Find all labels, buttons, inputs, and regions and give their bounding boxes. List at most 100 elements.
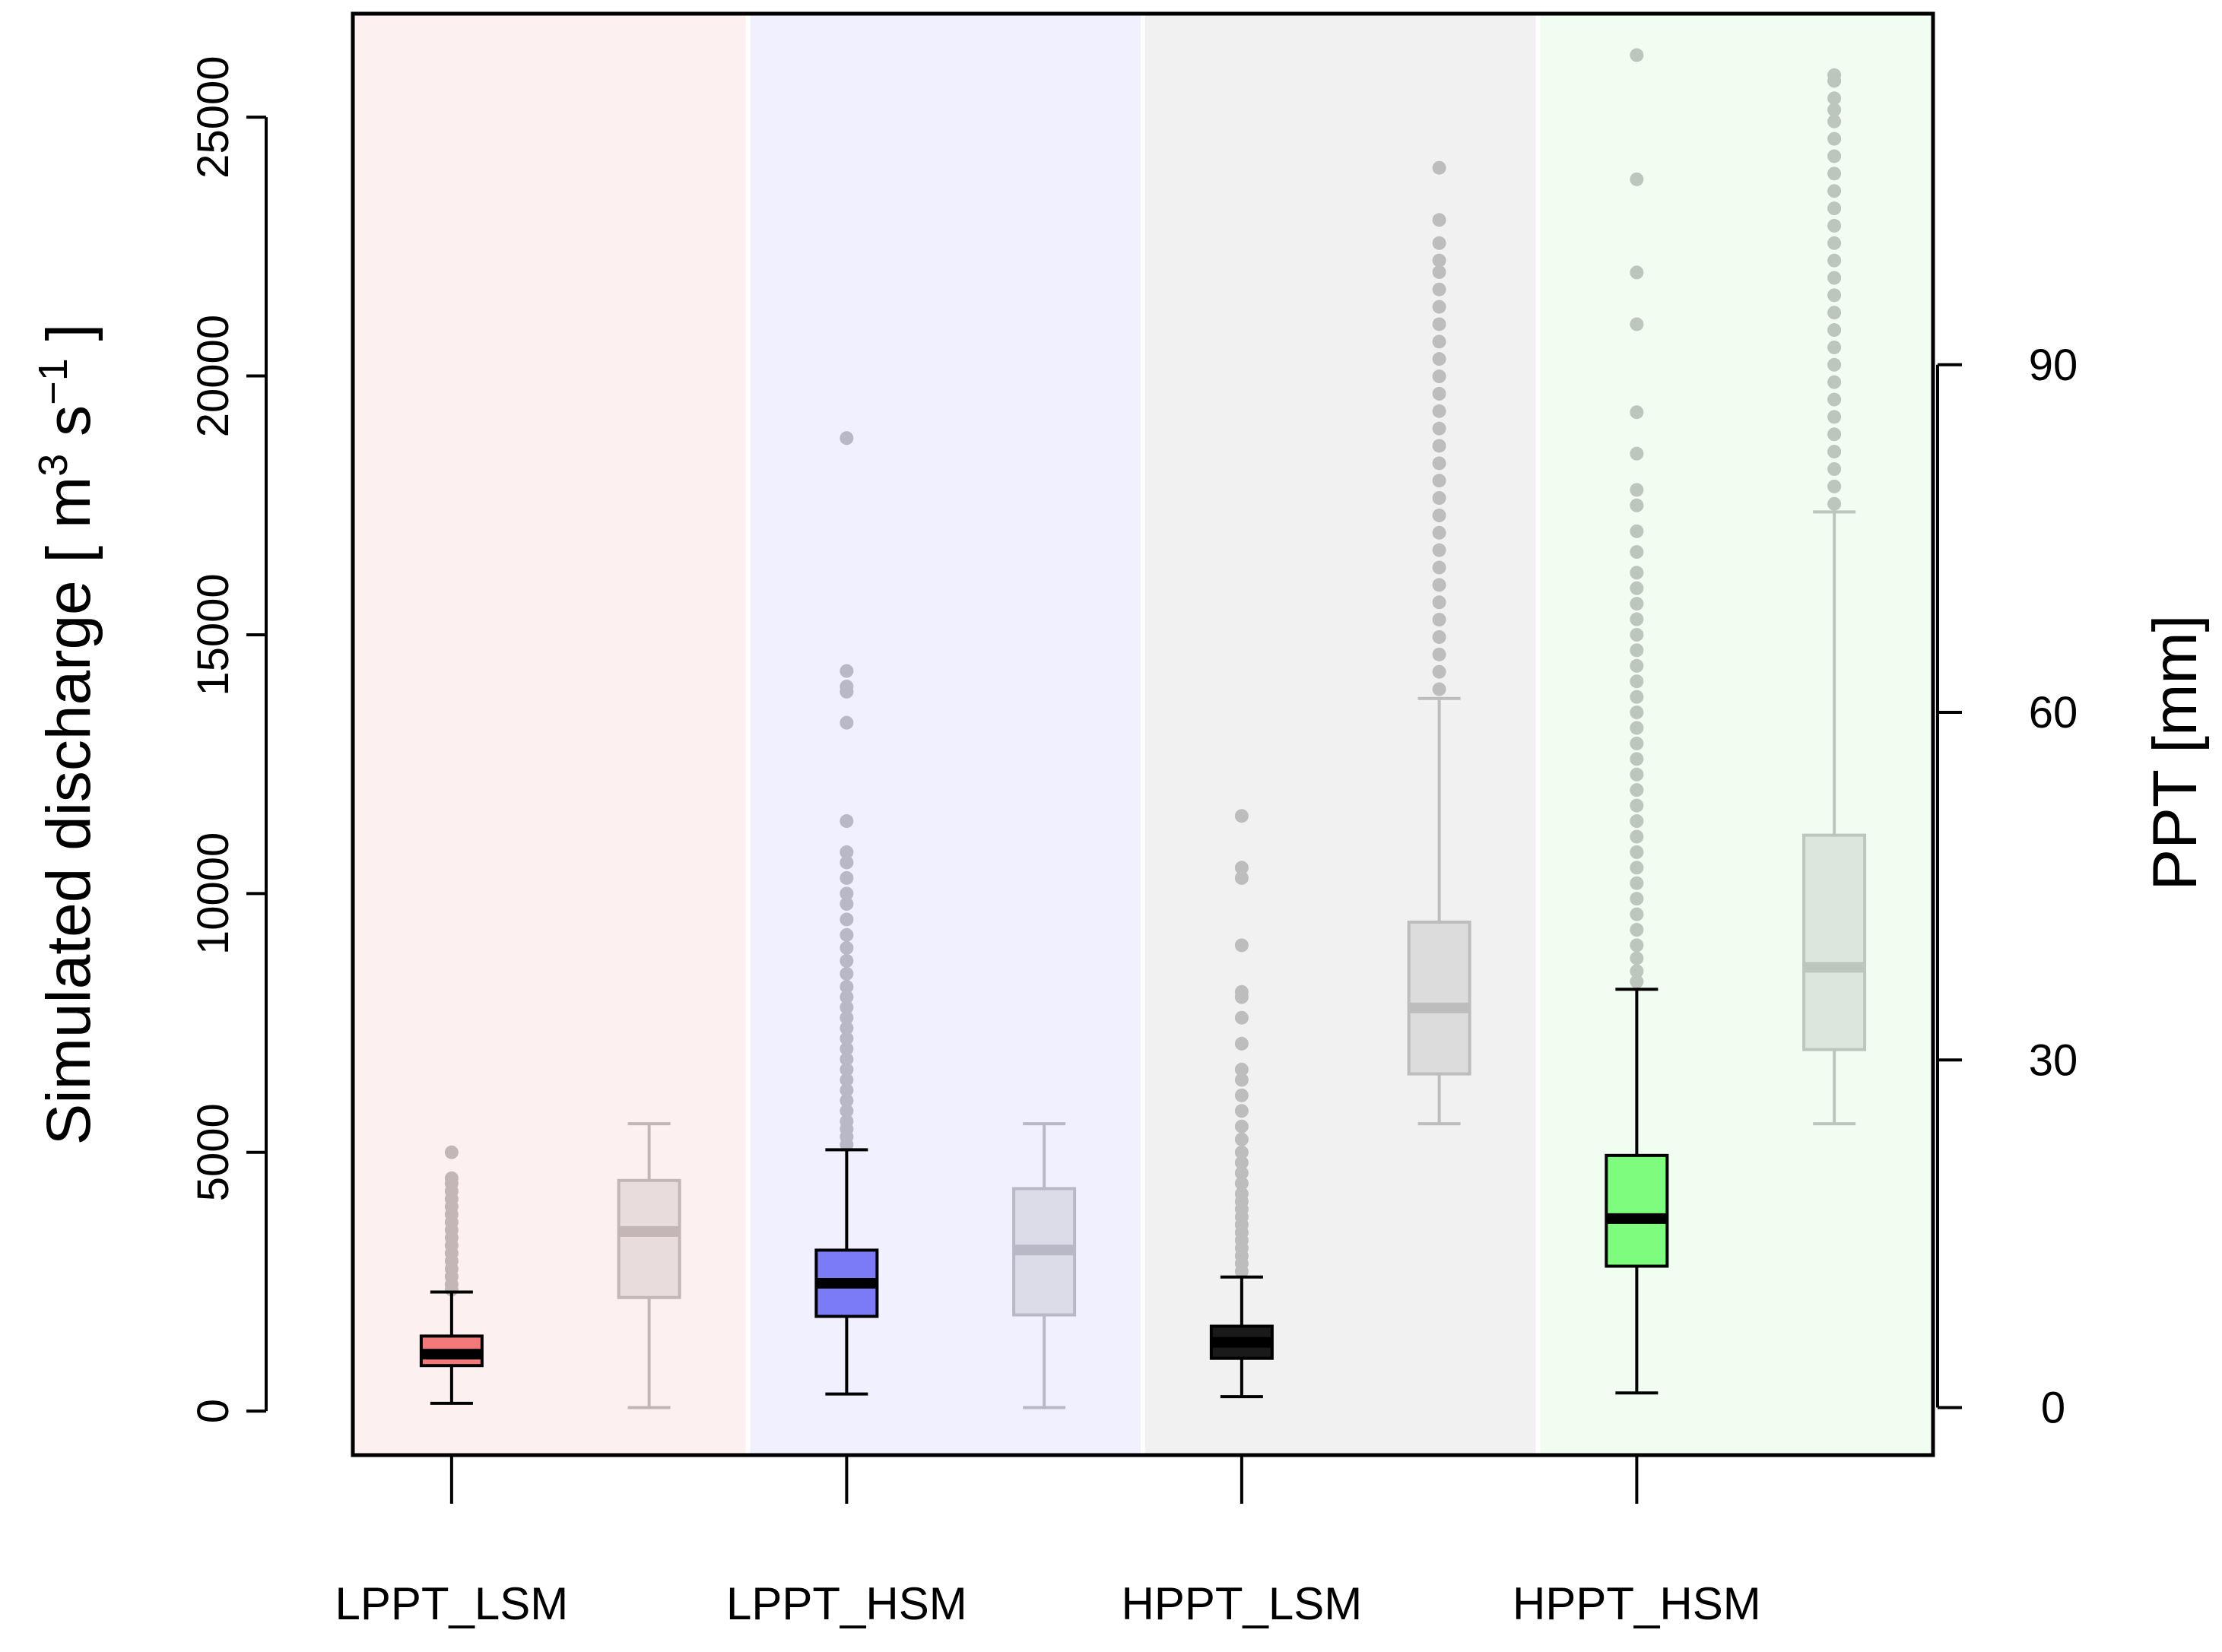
outlier-point bbox=[1630, 752, 1644, 766]
outlier-point bbox=[840, 979, 854, 994]
outlier-point bbox=[1630, 938, 1644, 953]
discharge-box-LPPT_LSM bbox=[419, 1145, 484, 1405]
outlier-point bbox=[840, 680, 854, 694]
outlier-point bbox=[840, 1000, 854, 1015]
outlier-point bbox=[1234, 1104, 1249, 1118]
left-tick-label: 0 bbox=[189, 1399, 238, 1423]
outlier-point bbox=[840, 814, 854, 829]
outlier-point bbox=[1432, 543, 1446, 557]
outlier-point bbox=[840, 966, 854, 981]
box-layer bbox=[419, 48, 1867, 1409]
right-tick-label: 30 bbox=[2029, 1035, 2078, 1085]
outlier-point bbox=[840, 953, 854, 968]
outlier-point bbox=[1234, 985, 1249, 999]
outlier-point bbox=[1630, 798, 1644, 813]
category-label: LPPT_LSM bbox=[335, 1578, 568, 1629]
panel-LPPT_HSM bbox=[748, 14, 1143, 1455]
ppt-box-LPPT_HSM bbox=[1012, 1122, 1077, 1409]
outlier-point bbox=[1432, 491, 1446, 506]
outlier-point bbox=[1630, 690, 1644, 704]
category-label: HPPT_HSM bbox=[1513, 1578, 1761, 1629]
outlier-point bbox=[1630, 405, 1644, 420]
ppt-box-HPPT_HSM bbox=[1802, 68, 1867, 1126]
outlier-point bbox=[1630, 265, 1644, 280]
outlier-point bbox=[1234, 1187, 1249, 1201]
outlier-point bbox=[1630, 975, 1644, 989]
outlier-point bbox=[1432, 282, 1446, 296]
outlier-point bbox=[1630, 627, 1644, 642]
outlier-point bbox=[840, 1021, 854, 1035]
outlier-point bbox=[840, 1052, 854, 1067]
outlier-point bbox=[1630, 721, 1644, 735]
outlier-point bbox=[1630, 922, 1644, 937]
panel-LPPT_LSM bbox=[353, 14, 748, 1455]
outlier-point bbox=[1630, 706, 1644, 720]
category-label: HPPT_LSM bbox=[1121, 1578, 1362, 1629]
outlier-point bbox=[1432, 595, 1446, 610]
y-axis-label: Simulated discharge [ m3 s−1 ] bbox=[30, 324, 103, 1146]
y2-axis-label: PPT [mm] bbox=[2141, 615, 2210, 891]
outlier-point bbox=[840, 1104, 854, 1118]
outlier-point bbox=[1234, 870, 1249, 885]
outlier-point bbox=[1827, 184, 1842, 198]
outlier-point bbox=[1630, 951, 1644, 966]
outlier-point bbox=[1432, 160, 1446, 175]
outlier-point bbox=[840, 1010, 854, 1025]
right-tick-label: 0 bbox=[2041, 1384, 2065, 1433]
discharge-box-HPPT_LSM bbox=[1209, 809, 1274, 1399]
outlier-point bbox=[1234, 1088, 1249, 1102]
outlier-point bbox=[1234, 861, 1249, 875]
outlier-point bbox=[1432, 300, 1446, 314]
outlier-point bbox=[840, 940, 854, 955]
outlier-point bbox=[1432, 236, 1446, 250]
outlier-point bbox=[1432, 335, 1446, 349]
outlier-point bbox=[1234, 1010, 1249, 1025]
outlier-point bbox=[1630, 814, 1644, 829]
ppt-box-LPPT_LSM bbox=[617, 1122, 681, 1409]
outlier-point bbox=[840, 1062, 854, 1076]
iqr-box bbox=[1802, 833, 1867, 1051]
right-tick-label: 90 bbox=[2029, 341, 2078, 390]
outlier-point bbox=[840, 1031, 854, 1045]
outlier-point bbox=[1827, 201, 1842, 216]
outlier-point bbox=[840, 1114, 854, 1128]
outlier-point bbox=[840, 912, 854, 927]
outlier-point bbox=[1630, 845, 1644, 859]
outlier-point bbox=[1630, 597, 1644, 611]
discharge-box-HPPT_HSM bbox=[1605, 48, 1669, 1395]
outlier-point bbox=[1630, 829, 1644, 844]
outlier-point bbox=[1827, 236, 1842, 250]
iqr-box bbox=[1407, 920, 1471, 1076]
left-tick-label: 15000 bbox=[189, 573, 238, 696]
outlier-point bbox=[840, 870, 854, 885]
outlier-point bbox=[1630, 964, 1644, 978]
outlier-point bbox=[1234, 1132, 1249, 1146]
outlier-point bbox=[840, 1042, 854, 1056]
outlier-point bbox=[1827, 114, 1842, 128]
outlier-point bbox=[1827, 288, 1842, 303]
left-tick-label: 25000 bbox=[189, 56, 238, 179]
outlier-point bbox=[1432, 474, 1446, 488]
outlier-point bbox=[1234, 1165, 1249, 1180]
outlier-point bbox=[840, 664, 854, 678]
outlier-point bbox=[1827, 323, 1842, 338]
outlier-point bbox=[1827, 357, 1842, 372]
outlier-point bbox=[1234, 809, 1249, 823]
outlier-point bbox=[1432, 560, 1446, 575]
outlier-point bbox=[840, 431, 854, 446]
outlier-point bbox=[1234, 1156, 1249, 1170]
outlier-point bbox=[1234, 1062, 1249, 1076]
outlier-point bbox=[1827, 103, 1842, 117]
outlier-point bbox=[1630, 876, 1644, 890]
outlier-point bbox=[1234, 1073, 1249, 1087]
outlier-point bbox=[840, 896, 854, 911]
outlier-point bbox=[1432, 265, 1446, 279]
outlier-point bbox=[1630, 674, 1644, 689]
outlier-point bbox=[1630, 317, 1644, 331]
outlier-point bbox=[1432, 647, 1446, 661]
outlier-point bbox=[1827, 461, 1842, 476]
outlier-point bbox=[1630, 767, 1644, 782]
outlier-point bbox=[1630, 446, 1644, 461]
outlier-point bbox=[1630, 524, 1644, 538]
outlier-point bbox=[1827, 132, 1842, 146]
